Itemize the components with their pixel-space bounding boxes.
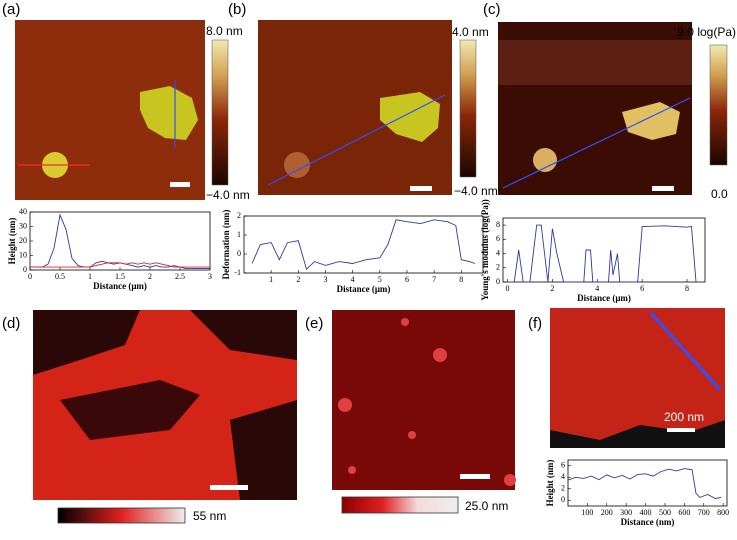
x-tick-label: 7 [432, 275, 436, 284]
panel-label: (f) [528, 315, 542, 332]
x-tick-label: 2 [296, 275, 300, 284]
x-axis-label: Distance (μm) [337, 284, 391, 294]
x-tick-label: 200 [601, 508, 613, 517]
colorbar-label: −4.0 nm [454, 184, 498, 198]
x-axis-label: Distance (nm) [621, 517, 675, 527]
y-axis-label: Young's modulus (log(Pa)) [480, 199, 490, 301]
y-tick-label: 2 [237, 211, 241, 220]
colorbar-label: 55 nm [193, 509, 226, 523]
x-tick-label: 3 [323, 275, 327, 284]
x-tick-label: 8 [685, 284, 689, 293]
x-axis-label: Distance (μm) [93, 281, 147, 291]
scale-label: 200 nm [664, 410, 704, 424]
x-tick-label: 3 [208, 272, 212, 281]
y-tick-label: 6 [496, 234, 500, 243]
colorbar-label: 25.0 nm [465, 499, 508, 513]
panel-label: (b) [228, 1, 246, 18]
x-tick-label: 300 [620, 508, 632, 517]
data-line [30, 213, 210, 270]
panel-label: (a) [2, 1, 20, 18]
y-tick-label: 30 [19, 221, 27, 230]
data-line [507, 224, 697, 283]
plot-frame [29, 211, 211, 271]
x-tick-label: 6 [640, 284, 644, 293]
panel-label: (c) [483, 1, 501, 18]
y-tick-label: -1 [234, 268, 241, 277]
x-tick-label: 2 [550, 284, 554, 293]
y-tick-label: 40 [19, 207, 27, 216]
y-axis-label: Deformation (nm) [221, 210, 231, 280]
data-line [567, 468, 722, 499]
y-tick-label: 0 [237, 249, 241, 258]
y-tick-label: 0 [561, 495, 565, 504]
y-axis-label: Height (nm) [7, 218, 17, 265]
colorbar-label: 8.0 nm [206, 24, 243, 38]
y-tick-label: 4 [561, 472, 565, 481]
panel-label: (e) [305, 315, 323, 332]
y-tick-label: 2 [561, 484, 565, 493]
y-axis-label: Height (nm) [545, 460, 555, 507]
colorbars [57, 39, 728, 524]
afm-images [15, 20, 725, 500]
x-tick-label: 6 [405, 275, 409, 284]
colorbar-label: 4.0 nm [452, 25, 489, 39]
x-axis-label: Distance (μm) [577, 293, 631, 303]
x-tick-label: 1 [269, 275, 273, 284]
panel-label: (d) [2, 315, 20, 332]
y-tick-label: 10 [19, 250, 27, 259]
x-tick-label: 4 [351, 275, 355, 284]
x-tick-label: 1.5 [115, 272, 125, 281]
y-tick-label: 8 [496, 220, 500, 229]
x-tick-label: 800 [717, 508, 729, 517]
x-tick-label: 700 [698, 508, 710, 517]
x-tick-label: 500 [659, 508, 671, 517]
x-tick-label: 8 [459, 275, 463, 284]
y-tick-label: 0 [496, 277, 500, 286]
x-tick-label: 4 [595, 284, 599, 293]
x-tick-label: 2.5 [175, 272, 185, 281]
x-tick-label: 600 [678, 508, 690, 517]
data-line [251, 219, 476, 271]
plot-frame [243, 215, 484, 274]
x-tick-label: 100 [581, 508, 593, 517]
y-tick-label: 4 [496, 248, 500, 257]
x-tick-label: 400 [640, 508, 652, 517]
y-tick-label: 1 [237, 230, 241, 239]
x-tick-label: 1 [88, 272, 92, 281]
x-tick-label: 5 [378, 275, 382, 284]
y-tick-label: 6 [561, 461, 565, 470]
plot-frame [567, 459, 728, 507]
x-tick-label: 0 [505, 284, 509, 293]
colorbar-label: 9.0 log(Pa) [677, 25, 736, 39]
data-line [30, 262, 210, 268]
x-tick-label: 0.5 [55, 272, 65, 281]
x-tick-label: 2 [148, 272, 152, 281]
colorbar-label: −4.0 nm [206, 188, 250, 202]
y-tick-label: 2 [496, 263, 500, 272]
y-tick-label: 20 [19, 236, 27, 245]
x-tick-label: 0 [28, 272, 32, 281]
y-tick-label: 0 [23, 265, 27, 274]
colorbar-label: 0.0 [711, 187, 728, 201]
